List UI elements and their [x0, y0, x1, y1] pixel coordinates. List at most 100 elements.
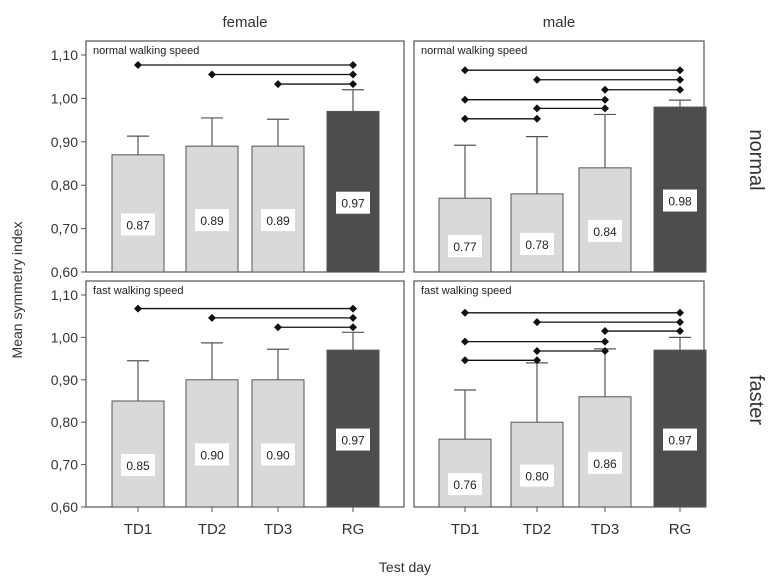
value-label: 0.87: [126, 218, 150, 232]
value-label-box: [336, 191, 370, 214]
x-axis-title: Test day: [379, 559, 431, 575]
x-axis-categories-male: TD1 TD2 TD3 RG: [451, 507, 691, 538]
value-label-box: [195, 209, 229, 232]
panel-label: fast walking speed: [421, 285, 512, 297]
value-label-box: [121, 213, 155, 236]
significance-marker: [676, 85, 684, 94]
significance-marker: [601, 104, 609, 113]
significance-marker: [533, 346, 541, 355]
value-label: 0.97: [341, 434, 365, 448]
value-label-box: [261, 443, 295, 466]
panel-female-faster: fast walking speed 0.85 0.90 0.90 0.97: [85, 280, 405, 508]
panel-male-normal: normal walking speed 0.77 0.78 0.84 0.98: [413, 40, 707, 273]
x-tick-label: TD3: [264, 521, 292, 538]
significance-marker: [349, 304, 357, 313]
x-tick-label: TD2: [198, 521, 226, 538]
value-label: 0.97: [341, 197, 365, 211]
x-tick-label: RG: [342, 521, 365, 538]
significance-marker: [349, 313, 357, 322]
significance-marker: [533, 356, 541, 365]
panel-frame: [85, 40, 405, 273]
panel-label: normal walking speed: [93, 45, 199, 57]
significance-marker: [601, 337, 609, 346]
panel-male-faster: fast walking speed 0.76 0.80 0.86 0.97: [413, 280, 707, 508]
y-tick-label: 0,80: [51, 414, 78, 430]
x-tick-label: TD2: [523, 521, 551, 538]
value-label: 0.97: [668, 434, 692, 448]
value-label-box: [663, 428, 697, 451]
significance-marker: [601, 346, 609, 355]
significance-marker: [533, 75, 541, 84]
y-tick-label: 0,60: [51, 264, 78, 280]
value-label-box: [448, 235, 482, 258]
significance-marker: [533, 318, 541, 327]
bar-TD1: [438, 197, 492, 273]
y-tick-label: 1,10: [51, 287, 78, 303]
column-title-female: female: [222, 14, 267, 31]
y-axis-title: Mean symmetry index: [9, 222, 25, 359]
y-tick-label: 0,90: [51, 134, 78, 150]
significance-marker: [533, 104, 541, 113]
value-label-box: [588, 219, 622, 242]
significance-marker: [461, 337, 469, 346]
significance-marker: [461, 308, 469, 317]
significance-marker: [676, 318, 684, 327]
y-tick-label: 0,60: [51, 499, 78, 515]
value-label: 0.90: [266, 448, 290, 462]
significance-marker: [601, 327, 609, 336]
significance-marker: [601, 85, 609, 94]
value-label-box: [520, 232, 554, 255]
value-label-box: [336, 428, 370, 451]
y-tick-label: 0,70: [51, 457, 78, 473]
significance-marker: [676, 75, 684, 84]
value-label: 0.77: [453, 240, 477, 254]
value-label-box: [261, 209, 295, 232]
panel-female-normal: normal walking speed 0.87 0.89 0.89 0.97: [85, 40, 405, 273]
value-label-box: [121, 454, 155, 476]
y-tick-label: 0,80: [51, 177, 78, 193]
significance-marker: [349, 323, 357, 332]
value-label: 0.90: [200, 448, 224, 462]
bar-RG: [326, 110, 380, 273]
value-label-box: [195, 443, 229, 466]
significance-marker: [676, 308, 684, 317]
value-label: 0.85: [126, 459, 150, 473]
y-tick-label: 1,00: [51, 329, 78, 345]
significance-marker: [461, 114, 469, 123]
column-title-male: male: [543, 14, 576, 31]
x-tick-label: RG: [669, 521, 692, 538]
value-label-box: [588, 451, 622, 474]
significance-marker: [349, 70, 357, 79]
x-tick-label: TD1: [451, 521, 479, 538]
row-title-normal: normal: [745, 129, 767, 190]
significance-marker: [134, 304, 142, 313]
significance-marker: [533, 114, 541, 123]
x-tick-label: TD1: [124, 521, 152, 538]
panel-frame: [85, 280, 405, 508]
significance-marker: [461, 356, 469, 365]
value-label: 0.78: [525, 238, 549, 252]
value-label-box: [520, 464, 554, 487]
significance-marker: [461, 66, 469, 75]
x-tick-label: TD3: [591, 521, 619, 538]
value-label-box: [448, 473, 482, 496]
value-label: 0.84: [593, 225, 617, 239]
significance-marker: [676, 66, 684, 75]
panel-label: fast walking speed: [93, 285, 184, 297]
value-label-box: [663, 189, 697, 212]
y-tick-label: 1,10: [51, 47, 78, 63]
panel-label: normal walking speed: [421, 45, 527, 57]
significance-marker: [208, 313, 216, 322]
significance-marker: [134, 60, 142, 69]
value-label: 0.76: [453, 478, 477, 492]
row-title-faster: faster: [745, 375, 767, 425]
significance-marker: [274, 80, 282, 89]
value-label: 0.98: [668, 195, 692, 209]
significance-marker: [461, 95, 469, 104]
x-axis-categories-female: TD1 TD2 TD3 RG: [124, 507, 364, 538]
significance-marker: [349, 60, 357, 69]
y-tick-label: 1,00: [51, 90, 78, 106]
y-tick-label: 0,70: [51, 221, 78, 237]
significance-marker: [601, 95, 609, 104]
